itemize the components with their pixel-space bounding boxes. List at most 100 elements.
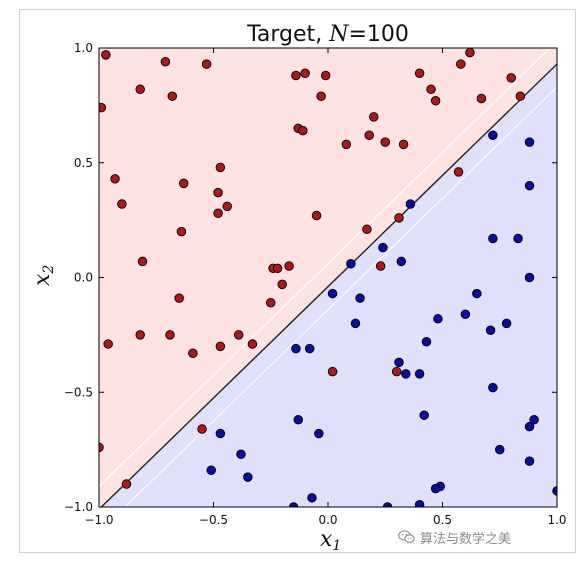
positive-point: [215, 162, 226, 173]
negative-point: [421, 337, 432, 347]
chart-title: Target, N=100: [246, 22, 409, 47]
watermark-text: 算法与数学之美: [420, 531, 512, 547]
positive-point: [272, 263, 283, 274]
margin-line-lower: [124, 86, 557, 507]
positive-point: [320, 70, 331, 81]
positive-point: [311, 210, 322, 221]
negative-point: [524, 272, 535, 283]
positive-point: [284, 261, 294, 271]
positive-point: [99, 102, 107, 113]
positive-point: [506, 73, 516, 83]
negative-point: [236, 449, 246, 459]
negative-point: [346, 258, 356, 269]
positive-point: [174, 293, 184, 303]
positive-point: [476, 93, 487, 104]
x-tick-label: 0.5: [433, 513, 452, 527]
negative-point: [524, 180, 535, 191]
negative-point: [524, 137, 535, 147]
negative-point: [488, 130, 498, 140]
positive-point: [117, 199, 127, 209]
negative-point: [501, 318, 512, 329]
positive-point: [222, 201, 232, 212]
negative-point: [378, 242, 388, 253]
positive-point: [300, 68, 310, 78]
negative-point: [488, 233, 498, 244]
positive-point: [277, 279, 287, 290]
positive-point: [121, 479, 132, 489]
positive-point: [453, 167, 464, 177]
positive-region: [99, 48, 557, 507]
positive-point: [364, 130, 374, 140]
x-axis-ticks: −1.0 −0.5 0.0 0.5 1.0: [84, 48, 567, 527]
x-tick-label: 0.0: [318, 513, 337, 527]
positive-point: [362, 224, 372, 235]
x-tick-label: −0.5: [199, 513, 228, 527]
positive-point: [213, 208, 223, 218]
negative-point: [396, 256, 407, 267]
negative-point: [430, 483, 441, 494]
negative-point: [472, 288, 482, 299]
watermark: 算法与数学之美: [398, 528, 512, 547]
y-tick-label: −0.5: [64, 385, 93, 399]
positive-point: [266, 297, 276, 308]
x-axis-label: x1: [320, 527, 341, 554]
y-tick-label: 0.5: [74, 156, 93, 170]
points-layer: [99, 48, 557, 507]
positive-point: [176, 226, 187, 237]
negative-point: [552, 486, 557, 496]
positive-point: [316, 91, 326, 101]
negative-point: [314, 428, 324, 439]
negative-point: [293, 415, 303, 425]
negative-point: [524, 456, 535, 466]
positive-point: [291, 70, 301, 81]
positive-point: [99, 442, 104, 453]
negative-region: [99, 64, 557, 507]
positive-point: [398, 139, 409, 150]
positive-point: [233, 330, 244, 340]
positive-point: [380, 137, 391, 147]
negative-point: [529, 415, 539, 425]
negative-point: [382, 502, 393, 507]
negative-point: [394, 357, 404, 368]
negative-point: [304, 343, 315, 354]
positive-point: [213, 187, 223, 198]
negative-point: [206, 465, 216, 476]
positive-point: [103, 339, 113, 349]
positive-point: [137, 256, 148, 267]
negative-point: [488, 382, 498, 393]
margin-line-upper: [99, 48, 551, 487]
positive-point: [394, 213, 404, 223]
positive-point: [101, 50, 111, 60]
x-tick-label: 1.0: [547, 513, 566, 527]
negative-point: [243, 472, 253, 482]
negative-point: [433, 314, 443, 324]
positive-point: [178, 178, 189, 189]
positive-point: [430, 96, 441, 106]
positive-point: [201, 59, 212, 69]
positive-point: [160, 57, 171, 67]
y-tick-label: −1.0: [64, 500, 93, 514]
positive-point: [110, 174, 120, 184]
negative-point: [513, 233, 523, 244]
negative-point: [419, 410, 429, 420]
negative-point: [291, 343, 301, 354]
negative-point: [495, 444, 505, 455]
positive-point: [197, 424, 207, 434]
positive-point: [188, 348, 198, 358]
positive-point: [247, 339, 258, 349]
negative-point: [350, 318, 361, 329]
positive-point: [369, 112, 379, 122]
decision-boundary-line: [100, 63, 557, 507]
y-axis-label: x2: [30, 265, 57, 286]
negative-point: [215, 428, 226, 439]
positive-point: [465, 48, 475, 58]
positive-point: [456, 59, 466, 69]
negative-point: [307, 493, 317, 503]
y-tick-label: 1.0: [74, 41, 93, 55]
positive-point: [414, 68, 425, 78]
positive-point: [341, 139, 352, 150]
y-axis-ticks: −1.0 −0.5 0.0 0.5 1.0: [64, 41, 557, 514]
positive-point: [426, 84, 436, 95]
negative-point: [524, 421, 535, 432]
